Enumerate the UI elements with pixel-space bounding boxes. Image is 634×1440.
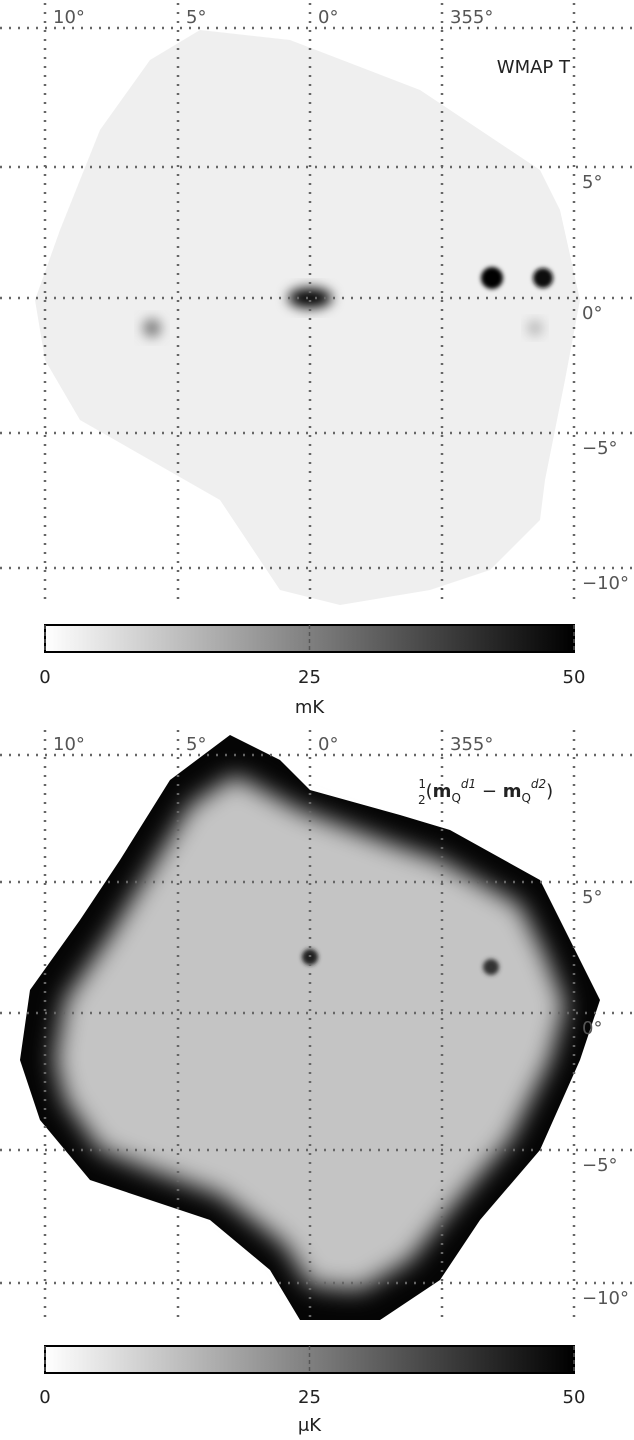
figure: 10°5°0°355°5°0°−5°−10°WMAP T02550mK10°5°… <box>0 0 634 1440</box>
lat-label: 5° <box>582 172 602 193</box>
label-part: m <box>433 781 452 802</box>
lat-label: 0° <box>582 303 602 324</box>
map-label: WMAP T <box>497 57 571 78</box>
label-part: ( <box>426 781 433 802</box>
label-part: Q <box>451 791 460 805</box>
map-top <box>35 30 580 605</box>
lat-label: 5° <box>582 887 602 908</box>
label-part: m <box>503 781 522 802</box>
lat-label: 0° <box>582 1018 602 1039</box>
lat-label: −10° <box>582 1288 629 1309</box>
label-part: 2 <box>418 793 426 807</box>
page: 10°5°0°355°5°0°−5°−10°WMAP T02550mK10°5°… <box>0 0 634 1440</box>
colorbar-tick-label: 50 <box>563 1387 586 1408</box>
lat-label: −5° <box>582 1155 618 1176</box>
colorbar-unit: μK <box>298 1415 322 1436</box>
label-part: ) <box>546 781 553 802</box>
colorbar-unit: mK <box>295 697 326 718</box>
lon-label: 355° <box>450 734 493 755</box>
lon-label: 10° <box>53 7 85 28</box>
lon-label: 5° <box>186 7 206 28</box>
colorbar-tick-label: 25 <box>298 667 321 688</box>
colorbar-tick-label: 0 <box>39 667 50 688</box>
lon-label: 355° <box>450 7 493 28</box>
colorbar-tick-label: 25 <box>298 1387 321 1408</box>
label-part: d2 <box>531 777 546 791</box>
lon-label: 5° <box>186 734 206 755</box>
colorbar-tick-label: 0 <box>39 1387 50 1408</box>
label-part: Q <box>521 791 530 805</box>
lon-label: 0° <box>318 734 338 755</box>
label-part: d1 <box>461 777 476 791</box>
lon-label: 10° <box>53 734 85 755</box>
colorbar-tick-label: 50 <box>563 667 586 688</box>
label-part: − <box>476 781 503 802</box>
lat-label: −5° <box>582 438 618 459</box>
lat-label: −10° <box>582 573 629 594</box>
lon-label: 0° <box>318 7 338 28</box>
